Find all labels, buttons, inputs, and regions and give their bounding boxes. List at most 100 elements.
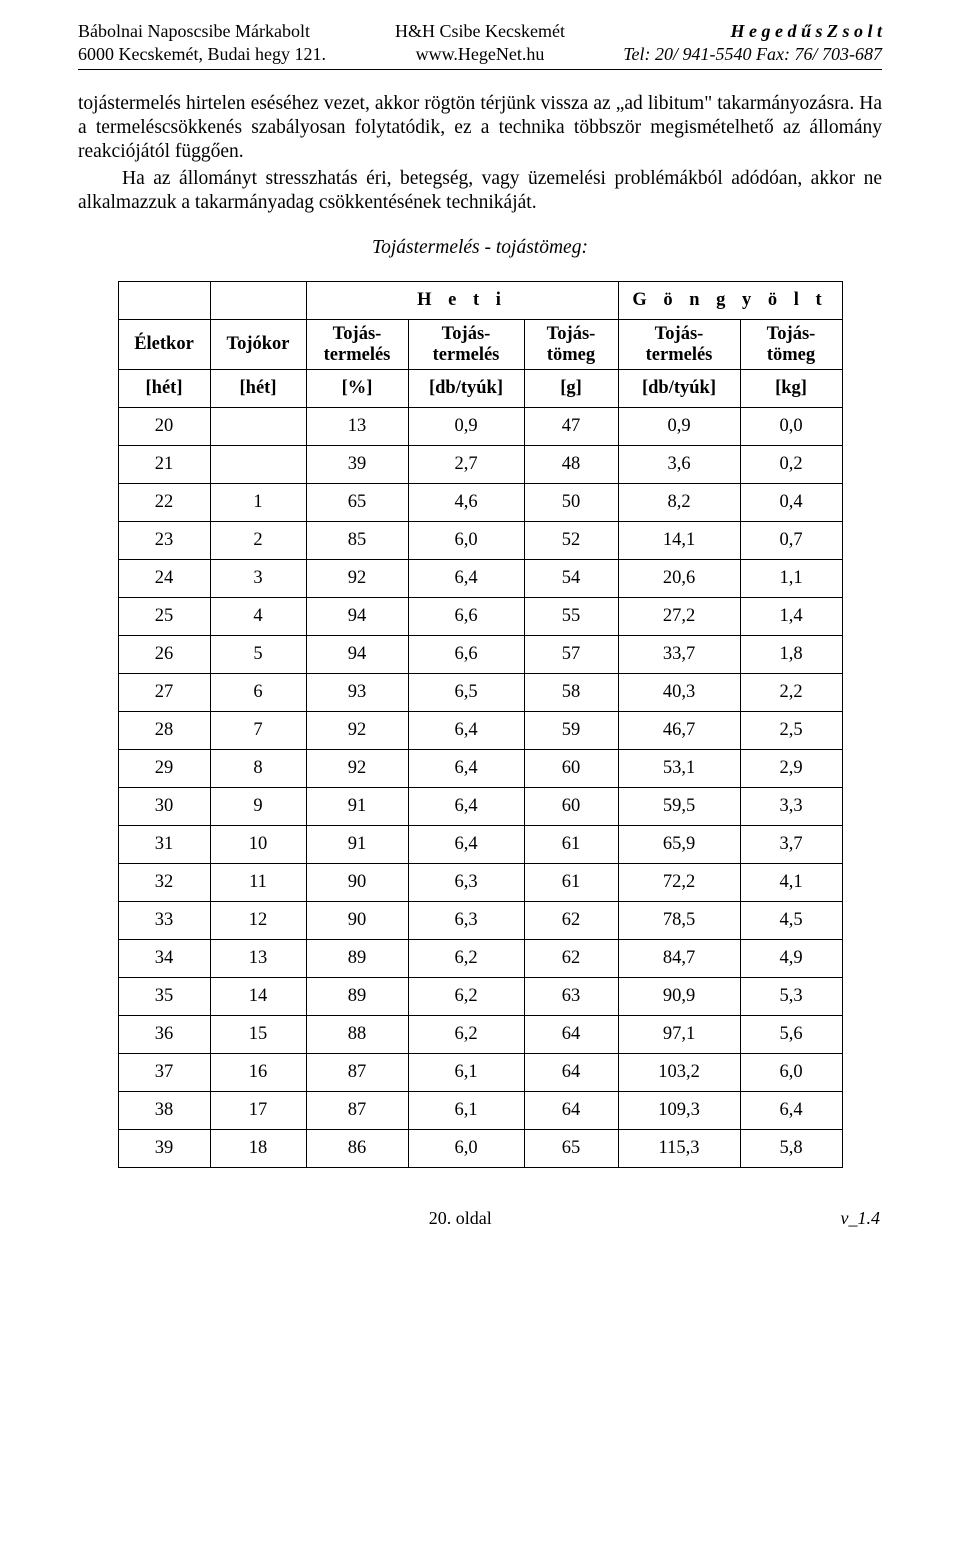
table-cell: 6: [210, 674, 306, 712]
table-cell: 6,0: [408, 522, 524, 560]
table-cell: 3,7: [740, 826, 842, 864]
table-cell: 36: [118, 1016, 210, 1054]
table-row: 232856,05214,10,7: [118, 522, 842, 560]
table-cell: 10: [210, 826, 306, 864]
table-cell: 1,4: [740, 598, 842, 636]
table-cell: 2,7: [408, 446, 524, 484]
paragraph-2: Ha az állományt stresszhatás éri, betegs…: [78, 167, 882, 215]
table-cell: 0,9: [618, 408, 740, 446]
table-cell: 87: [306, 1092, 408, 1130]
table-cell: 50: [524, 484, 618, 522]
table-row: 3110916,46165,93,7: [118, 826, 842, 864]
table-cell: 3,6: [618, 446, 740, 484]
table-cell: 65: [306, 484, 408, 522]
footer-page: 20. oldal: [429, 1208, 492, 1229]
header-left-1: Bábolnai Naposcsibe Márkabolt: [78, 20, 343, 43]
table-cell: 6,4: [408, 560, 524, 598]
table-cell: 4,9: [740, 940, 842, 978]
table-row: 3716876,164103,26,0: [118, 1054, 842, 1092]
unit-header-row: [hét] [hét] [%] [db/tyúk] [g] [db/tyúk] …: [118, 370, 842, 408]
table-cell: 58: [524, 674, 618, 712]
footer-version: v_1.4: [841, 1208, 881, 1229]
table-row: 20130,9470,90,0: [118, 408, 842, 446]
table-cell: 5,3: [740, 978, 842, 1016]
unit-5: [db/tyúk]: [618, 370, 740, 408]
table-cell: 13: [210, 940, 306, 978]
table-cell: 60: [524, 788, 618, 826]
table-cell: 33,7: [618, 636, 740, 674]
table-cell: 53,1: [618, 750, 740, 788]
table-cell: 6,2: [408, 978, 524, 1016]
header-center-1: H&H Csibe Kecskemét: [343, 20, 616, 43]
table-cell: 109,3: [618, 1092, 740, 1130]
table-cell: 2,9: [740, 750, 842, 788]
table-cell: 38: [118, 1092, 210, 1130]
table-cell: 94: [306, 636, 408, 674]
sub-termeles-pc: Tojás-termelés: [306, 319, 408, 369]
table-cell: 4,5: [740, 902, 842, 940]
header-right-1: H e g e d ű s Z s o l t: [617, 20, 882, 43]
table-cell: 6,3: [408, 864, 524, 902]
table-cell: 60: [524, 750, 618, 788]
page-container: Bábolnai Naposcsibe Márkabolt H&H Csibe …: [0, 0, 960, 1259]
table-cell: 72,2: [618, 864, 740, 902]
table-cell: 3: [210, 560, 306, 598]
table-cell: 9: [210, 788, 306, 826]
table-cell: 14,1: [618, 522, 740, 560]
table-cell: 3,3: [740, 788, 842, 826]
table-cell: 6,3: [408, 902, 524, 940]
table-cell: 59: [524, 712, 618, 750]
table-cell: 5,6: [740, 1016, 842, 1054]
table-cell: 30: [118, 788, 210, 826]
table-cell: 2: [210, 522, 306, 560]
table-row: 3413896,26284,74,9: [118, 940, 842, 978]
table-cell: 14: [210, 978, 306, 1016]
data-table: H e t i G ö n g y ö l t Életkor Tojókor …: [118, 281, 843, 1168]
table-cell: 97,1: [618, 1016, 740, 1054]
unit-0: [hét]: [118, 370, 210, 408]
table-cell: 91: [306, 788, 408, 826]
table-row: 3817876,164109,36,4: [118, 1092, 842, 1130]
grp-gongyolt: G ö n g y ö l t: [618, 281, 842, 319]
table-cell: 89: [306, 940, 408, 978]
table-cell: 26: [118, 636, 210, 674]
table-cell: 8,2: [618, 484, 740, 522]
table-cell: 6,5: [408, 674, 524, 712]
table-cell: 20: [118, 408, 210, 446]
table-cell: 6,0: [408, 1130, 524, 1168]
table-cell: 6,4: [740, 1092, 842, 1130]
table-cell: 89: [306, 978, 408, 1016]
table-cell: 90: [306, 902, 408, 940]
table-cell: 92: [306, 712, 408, 750]
sub-eletkor: Életkor: [118, 319, 210, 369]
paragraph-1: tojástermelés hirtelen eséséhez vezet, a…: [78, 92, 882, 163]
body-text: tojástermelés hirtelen eséséhez vezet, a…: [78, 92, 882, 215]
table-cell: 92: [306, 750, 408, 788]
table-cell: 6,2: [408, 1016, 524, 1054]
table-cell: 23: [118, 522, 210, 560]
header-left-2: 6000 Kecskemét, Budai hegy 121.: [78, 43, 343, 66]
table-cell: 22: [118, 484, 210, 522]
table-cell: 6,1: [408, 1054, 524, 1092]
table-cell: 40,3: [618, 674, 740, 712]
table-cell: 62: [524, 940, 618, 978]
table-cell: 1,8: [740, 636, 842, 674]
table-cell: 35: [118, 978, 210, 1016]
table-cell: 47: [524, 408, 618, 446]
table-cell: 27,2: [618, 598, 740, 636]
table-cell: 39: [306, 446, 408, 484]
table-cell: 4,6: [408, 484, 524, 522]
header-rule: [78, 69, 882, 70]
table-cell: 4: [210, 598, 306, 636]
table-row: 287926,45946,72,5: [118, 712, 842, 750]
table-cell: 37: [118, 1054, 210, 1092]
table-cell: 57: [524, 636, 618, 674]
sub-tomeg-kg: Tojás-tömeg: [740, 319, 842, 369]
table-cell: 48: [524, 446, 618, 484]
header-center-2: www.HegeNet.hu: [343, 43, 616, 66]
table-cell: 6,6: [408, 636, 524, 674]
table-cell: 91: [306, 826, 408, 864]
unit-4: [g]: [524, 370, 618, 408]
table-cell: 61: [524, 826, 618, 864]
table-caption: Tojástermelés - tojástömeg:: [78, 237, 882, 259]
